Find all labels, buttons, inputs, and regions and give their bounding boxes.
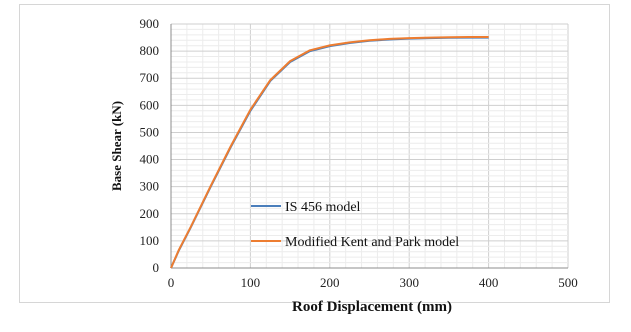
axes: [170, 24, 568, 269]
x-tick-label: 300: [399, 275, 419, 290]
y-tick-label: 300: [140, 179, 160, 194]
x-tick-labels: 0 100 200 300 400 500: [168, 275, 578, 290]
y-tick-label: 0: [153, 260, 160, 275]
y-tick-label: 900: [140, 16, 160, 31]
y-tick-label: 200: [140, 206, 160, 221]
x-tick-label: 200: [320, 275, 340, 290]
x-tick-label: 0: [168, 275, 175, 290]
y-tick-label: 100: [140, 233, 160, 248]
x-axis-title: Roof Displacement (mm): [292, 299, 452, 315]
y-tick-label: 700: [140, 70, 160, 85]
series-lines: [170, 36, 489, 269]
y-tick-label: 500: [140, 124, 160, 139]
series-line-modified-kent-and-park-model: [170, 36, 489, 269]
y-tick-labels: 0 100 200 300 400 500 600 700 800 900: [140, 16, 160, 275]
legend-label-is-456-model: IS 456 model: [285, 200, 361, 215]
y-tick-label: 600: [140, 97, 160, 112]
legend-label-modified-kent-and-park-model: Modified Kent and Park model: [285, 235, 459, 250]
y-axis-title: Base Shear (kN): [109, 101, 124, 191]
x-tick-label: 500: [558, 275, 578, 290]
legend: IS 456 model Modified Kent and Park mode…: [251, 200, 459, 250]
chart-frame: [19, 4, 610, 303]
y-tick-label: 400: [140, 152, 160, 167]
y-tick-label: 800: [140, 43, 160, 58]
x-tick-label: 100: [241, 275, 261, 290]
x-tick-label: 400: [479, 275, 499, 290]
